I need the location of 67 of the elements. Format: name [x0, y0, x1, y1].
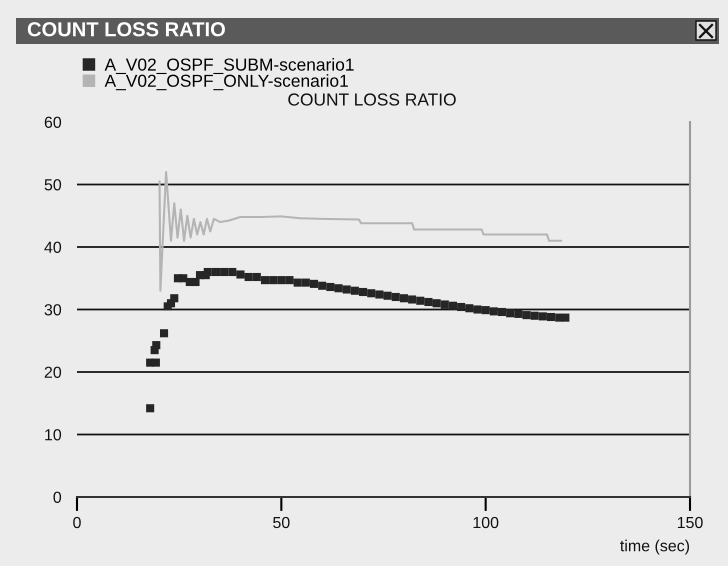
point: [252, 272, 261, 282]
point: [236, 270, 245, 279]
x-tick-label: 100: [474, 516, 498, 528]
point: [146, 404, 154, 412]
x-tick-label: 150: [678, 516, 703, 528]
y-tick-label: 50: [44, 179, 62, 190]
point: [416, 296, 424, 305]
point: [530, 312, 539, 320]
point: [191, 278, 200, 286]
y-tick-label: 60: [44, 116, 62, 128]
point: [302, 278, 310, 287]
point: [375, 290, 384, 299]
point: [440, 300, 449, 309]
point: [334, 284, 343, 292]
point: [400, 294, 408, 302]
y-tick-label: 10: [45, 429, 62, 440]
x-axis-title: time (sec): [620, 540, 690, 555]
x-tick-label: 0: [73, 516, 81, 528]
point: [277, 276, 286, 284]
point: [538, 312, 547, 320]
point: [432, 299, 441, 308]
point: [220, 268, 228, 276]
point: [294, 278, 302, 287]
point: [260, 276, 270, 284]
y-tick-label: 40: [44, 242, 62, 253]
point: [228, 268, 236, 276]
point: [310, 280, 318, 288]
point: [498, 308, 506, 316]
point: [408, 295, 416, 304]
point: [424, 298, 432, 306]
point: [212, 268, 220, 276]
point: [244, 272, 253, 282]
point: [547, 312, 556, 322]
point: [285, 276, 294, 284]
y-tick-label: 0: [53, 492, 62, 503]
point: [506, 309, 514, 318]
point: [326, 282, 334, 292]
point: [522, 311, 531, 320]
point: [490, 307, 498, 316]
chart-title: COUNT LOSS RATIO: [28, 22, 225, 36]
point: [367, 289, 376, 298]
point: [350, 286, 359, 295]
point: [392, 292, 400, 302]
point: [473, 305, 482, 314]
point: [170, 294, 178, 302]
point: [318, 282, 326, 290]
chart-subtitle: COUNT LOSS RATIO: [288, 93, 456, 106]
legend-label: A_V02_OSPF_ONLY-scenario1: [104, 74, 348, 90]
point: [204, 268, 212, 276]
point: [269, 276, 278, 284]
point: [457, 302, 466, 312]
point: [342, 285, 351, 294]
line-series: [158, 170, 562, 292]
point: [152, 341, 160, 350]
point: [465, 304, 474, 312]
y-tick-label: 30: [44, 304, 62, 316]
point: [152, 358, 160, 367]
x-tick-label: 50: [273, 516, 290, 528]
point: [514, 310, 522, 318]
point: [482, 306, 490, 314]
y-tick-label: 20: [44, 366, 62, 378]
point: [384, 292, 392, 300]
point: [160, 329, 168, 338]
point: [359, 288, 368, 296]
point: [448, 302, 458, 310]
point: [561, 314, 570, 322]
legend-label: A_V02_OSPF_SUBM-scenario1: [104, 58, 354, 74]
